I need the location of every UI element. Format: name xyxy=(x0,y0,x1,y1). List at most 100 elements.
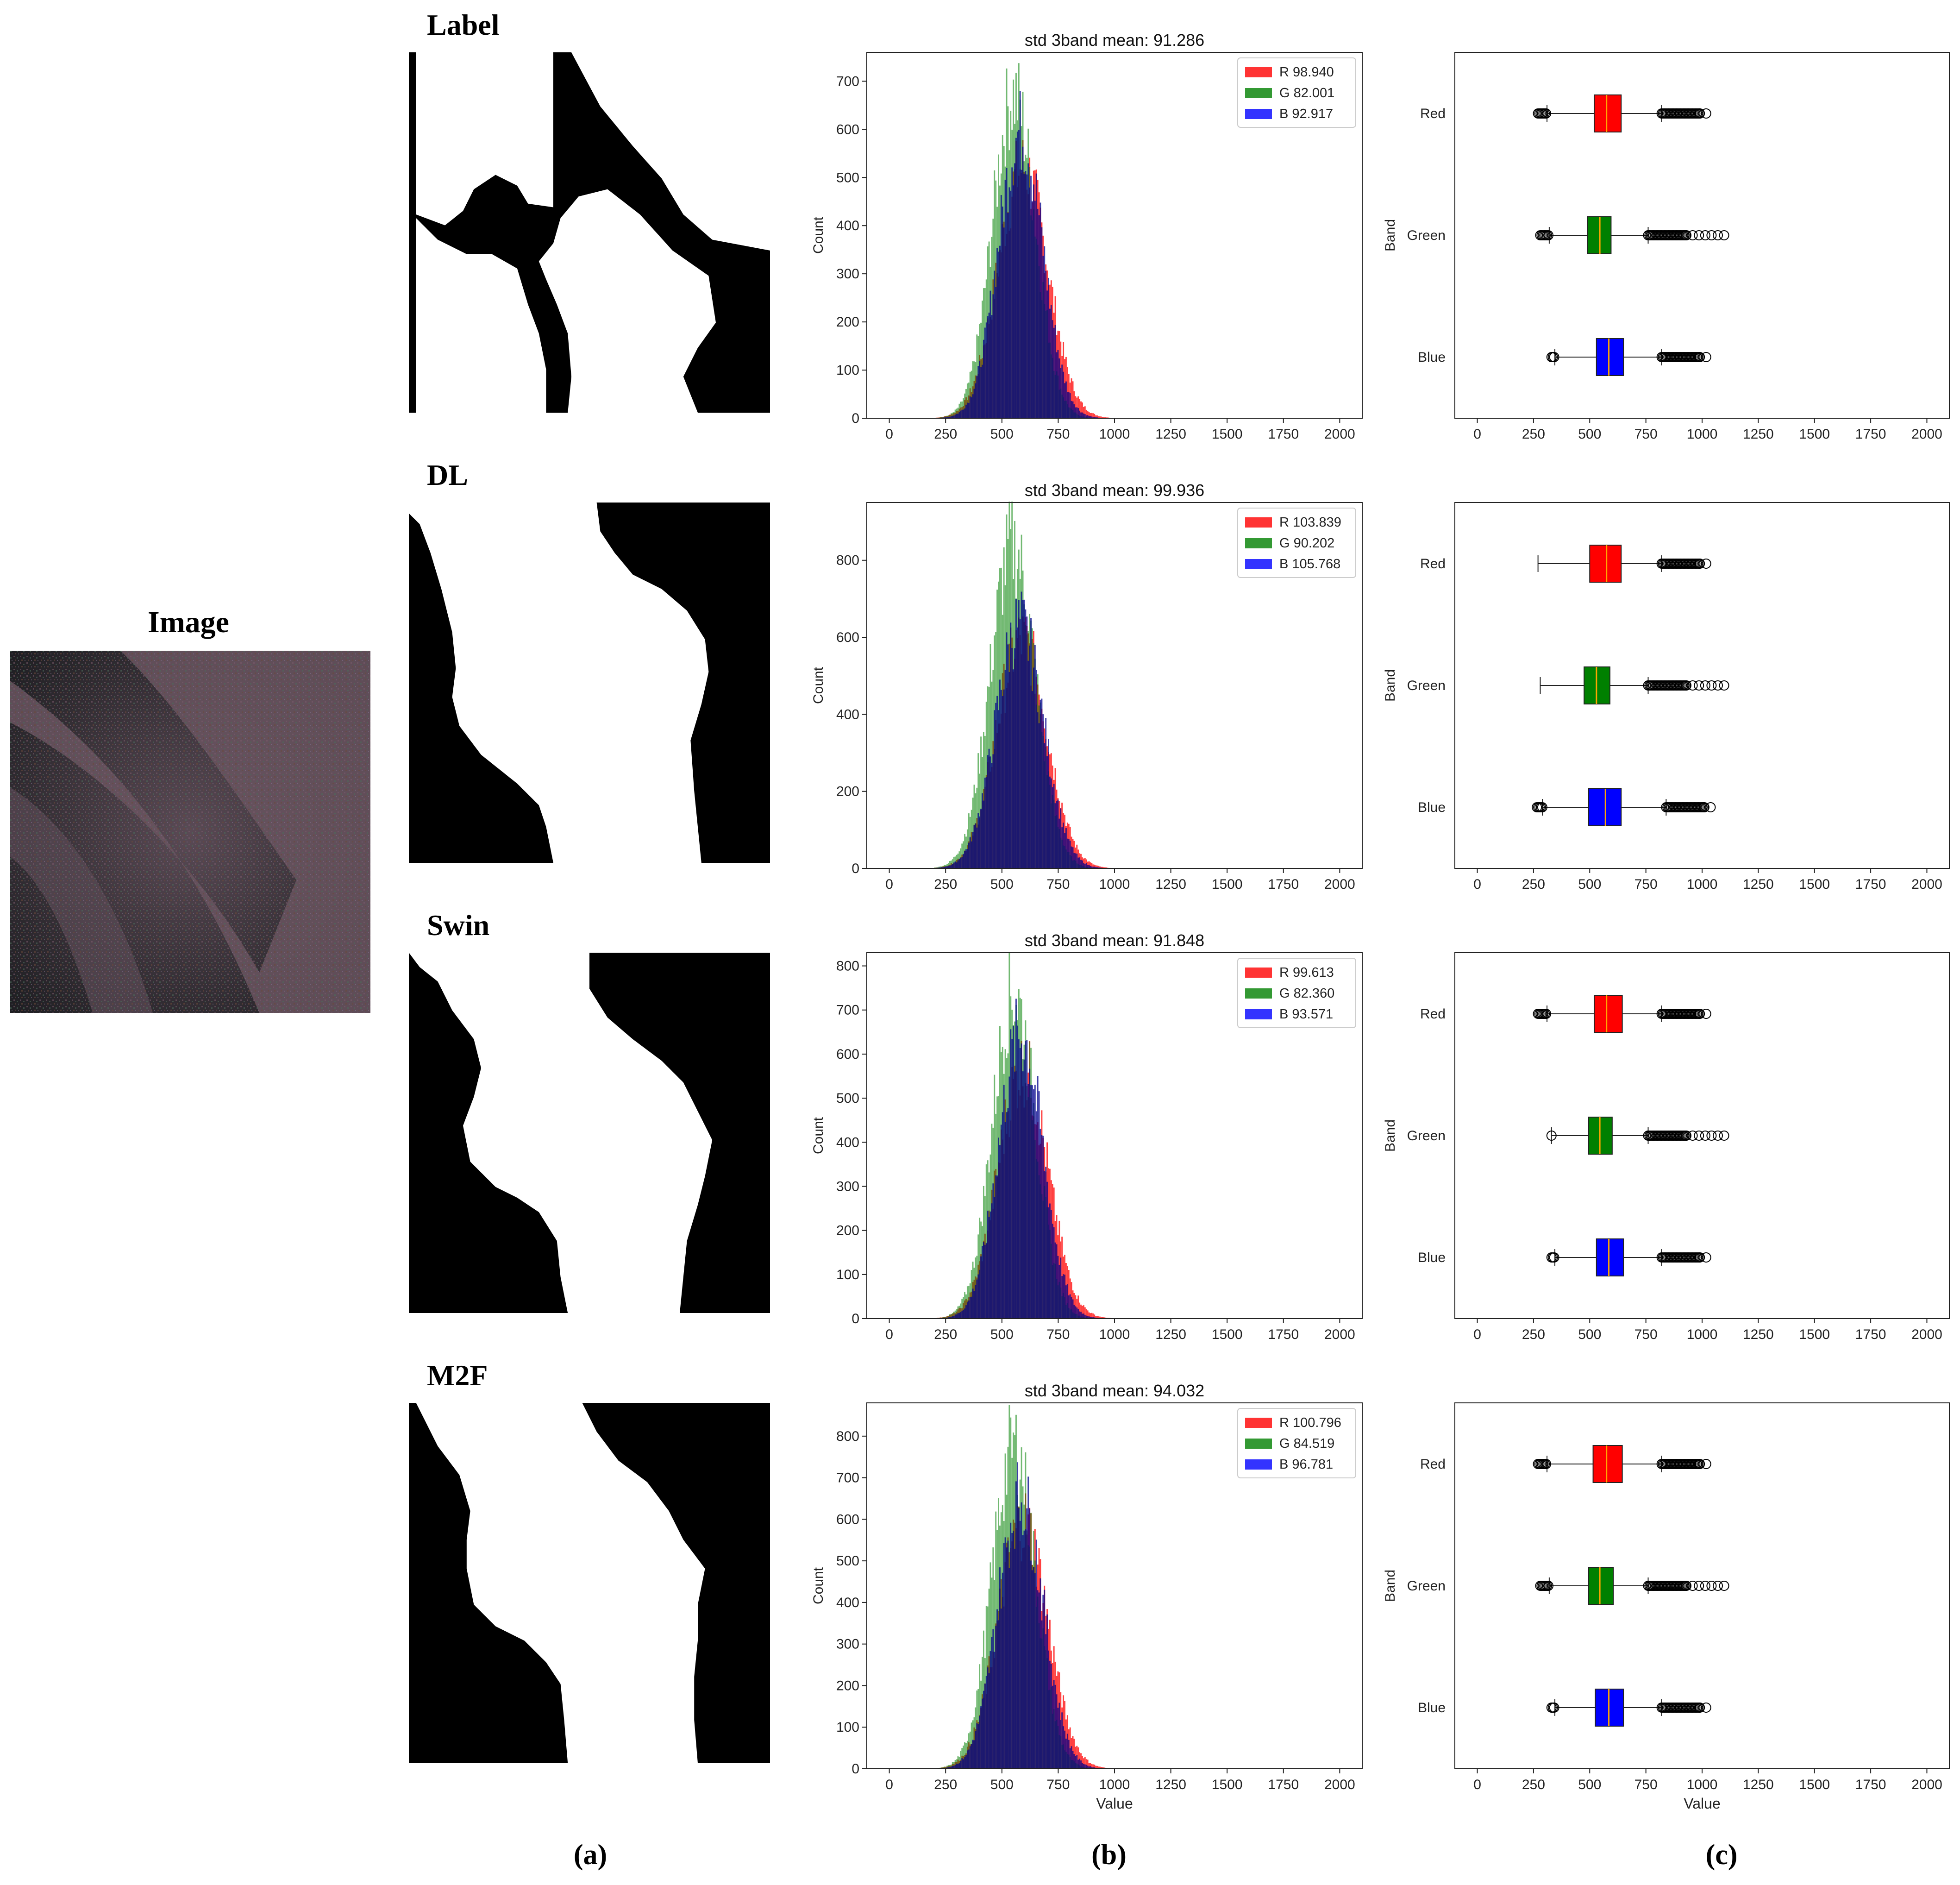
histogram-bar xyxy=(1030,1560,1032,1769)
x-tick-label: 250 xyxy=(934,877,957,892)
histogram-bar xyxy=(985,1243,987,1319)
box-iqr xyxy=(1588,1567,1614,1605)
histogram-bar xyxy=(1060,368,1062,418)
histogram-bar xyxy=(1004,1122,1006,1319)
histogram-bar xyxy=(1088,1766,1090,1769)
histogram-bar xyxy=(1104,1317,1106,1319)
y-tick-label: 0 xyxy=(852,1761,859,1777)
histogram-bar xyxy=(1046,1614,1048,1769)
y-axis-label: Band xyxy=(1383,219,1398,251)
histogram-bar xyxy=(1092,864,1094,868)
histogram-bar xyxy=(1013,669,1014,868)
y-tick-label: 700 xyxy=(836,74,859,89)
histogram-bar xyxy=(984,1684,986,1769)
histogram-bar xyxy=(1027,660,1029,868)
histogram-bar xyxy=(989,644,991,868)
histogram-bar xyxy=(958,1313,960,1319)
outlier xyxy=(1694,1131,1704,1141)
histogram-bar xyxy=(980,1706,982,1769)
histogram-bar xyxy=(1091,416,1093,418)
histogram-bar xyxy=(1072,401,1074,418)
histogram-bar xyxy=(950,865,952,868)
outlier xyxy=(1546,1131,1557,1141)
x-tick-label: 2000 xyxy=(1911,877,1942,892)
histogram-bar xyxy=(1023,173,1025,418)
outlier xyxy=(1712,1131,1723,1141)
histogram-bar xyxy=(958,858,960,868)
outlier xyxy=(1701,108,1711,119)
histogram-bar xyxy=(1032,1085,1033,1319)
histogram-bar xyxy=(1091,1317,1093,1319)
box-iqr xyxy=(1596,338,1624,376)
x-tick-label: 250 xyxy=(934,1777,957,1792)
histogram-bar xyxy=(1013,1026,1014,1319)
histogram-bar xyxy=(964,851,966,868)
histogram-bar xyxy=(1075,853,1077,868)
histogram-bar xyxy=(958,412,960,418)
x-tick-label: 0 xyxy=(1473,427,1481,442)
histogram-bar xyxy=(1045,1167,1047,1319)
histogram-bar xyxy=(939,1317,941,1319)
x-tick-label: 750 xyxy=(1634,877,1658,892)
histogram-bar xyxy=(1015,999,1017,1319)
histogram-bar xyxy=(1080,401,1082,418)
histogram-bar xyxy=(953,1762,955,1769)
histogram-bar xyxy=(1084,1307,1086,1319)
y-tick-label: 600 xyxy=(836,1512,859,1527)
x-tick-label: 500 xyxy=(1578,1777,1601,1792)
histogram-bar xyxy=(948,415,950,418)
histogram-bar xyxy=(992,1629,994,1769)
histogram-bar xyxy=(957,1306,959,1319)
histogram-bar xyxy=(1013,1531,1014,1769)
histogram-bar xyxy=(1037,1590,1039,1769)
histogram-bar xyxy=(1026,1508,1028,1769)
histogram-bar xyxy=(1050,1664,1052,1769)
histogram-bar xyxy=(1096,1766,1098,1769)
histogram-bar xyxy=(1014,1548,1015,1769)
histogram-bar xyxy=(954,861,956,868)
x-tick-label: 1000 xyxy=(1099,427,1130,442)
histogram-bar xyxy=(1083,1758,1084,1769)
histogram-bar xyxy=(964,1308,966,1319)
histogram-bar xyxy=(1098,866,1099,868)
histogram-bar xyxy=(1010,1029,1012,1319)
histogram-bar xyxy=(1090,1313,1091,1319)
histogram-bar xyxy=(965,1755,967,1769)
histogram-bar xyxy=(1044,743,1046,868)
histogram-bar xyxy=(961,409,963,418)
histogram-bar xyxy=(950,413,952,418)
histogram-bar xyxy=(1077,1759,1079,1769)
y-tick-label: 600 xyxy=(836,630,859,645)
histogram-bar xyxy=(983,339,984,418)
histogram-bar xyxy=(1052,1224,1053,1319)
histogram-bar xyxy=(963,1745,964,1769)
histogram-bar xyxy=(1049,776,1051,868)
histogram-bar xyxy=(973,1740,975,1769)
histogram-bar xyxy=(983,1242,984,1319)
histogram-bar xyxy=(1075,396,1077,418)
x-tick-label: 750 xyxy=(1046,877,1070,892)
histogram-series xyxy=(941,999,1099,1319)
histogram-bar xyxy=(1018,1508,1020,1769)
histogram-bar xyxy=(975,1731,977,1769)
histogram-bar xyxy=(1022,600,1024,868)
outlier xyxy=(1681,1131,1692,1141)
x-tick-label: 2000 xyxy=(1324,1777,1355,1792)
histogram-bar xyxy=(1048,277,1049,418)
histogram-bar xyxy=(1071,378,1072,418)
outlier xyxy=(1700,1581,1710,1591)
histogram-bar xyxy=(963,398,964,418)
legend: R 100.796 G 84.519 B 96.781 xyxy=(1237,1408,1356,1478)
histogram-bar xyxy=(944,1766,946,1769)
legend-label: R 98.940 xyxy=(1279,65,1334,80)
x-tick-label: 1250 xyxy=(1155,1777,1186,1792)
outlier xyxy=(1681,680,1692,691)
category-label: Blue xyxy=(1418,1250,1446,1265)
histogram-bar xyxy=(946,415,948,418)
outlier xyxy=(1549,1703,1559,1713)
legend-label: G 82.360 xyxy=(1279,986,1334,1001)
histogram-bar xyxy=(985,1676,987,1769)
histogram-bar xyxy=(1092,1764,1094,1769)
histogram-bar xyxy=(1060,1720,1062,1769)
